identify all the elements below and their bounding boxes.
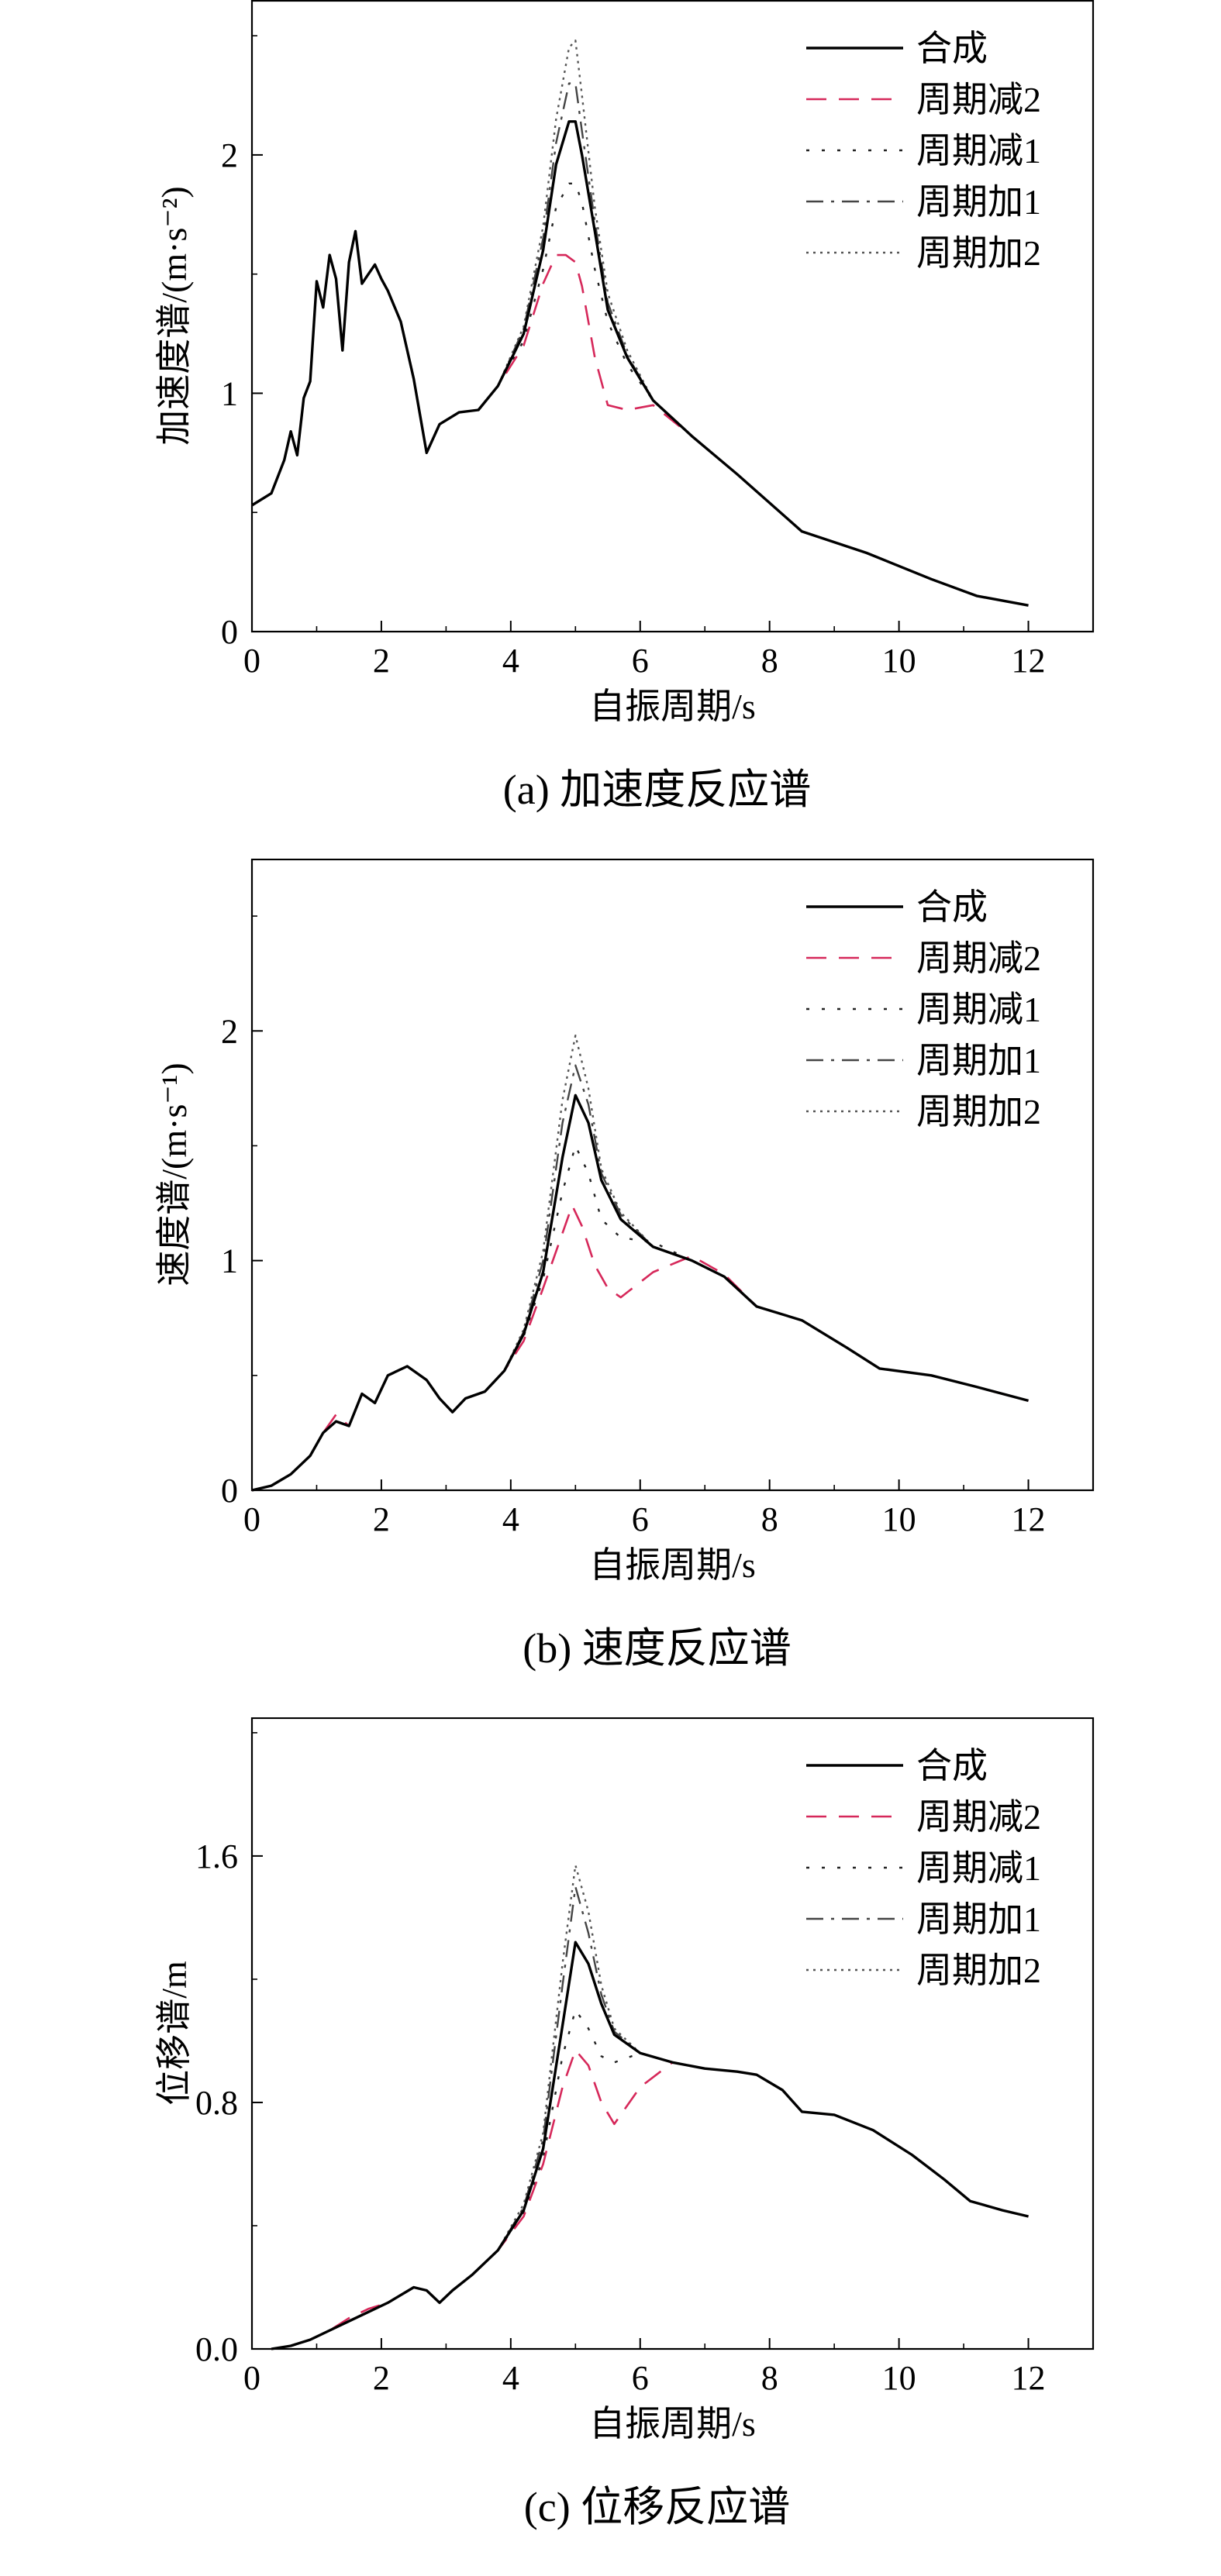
x-axis-label: 自振周期/s <box>589 2404 756 2443</box>
chart-caption: (b) 速度反应谱 <box>523 1625 791 1672</box>
y-tick-label: 1.6 <box>195 1837 238 1875</box>
legend-entry: 合成 <box>916 1746 988 1786</box>
y-axis-label: 速度谱/(m·s⁻¹) <box>154 1062 194 1286</box>
series-line-velocity-1 <box>251 1093 1029 1492</box>
x-tick-label: 12 <box>1012 2359 1046 2397</box>
x-tick-label: 8 <box>761 1500 778 1538</box>
series-line-acceleration-2 <box>251 229 1029 607</box>
x-tick-label: 6 <box>632 1500 649 1538</box>
x-tick-label: 12 <box>1012 1500 1046 1538</box>
chart-panel-acceleration: 0 2 4 6 8 10 12 0 1 2 自振周期/s 加速度谱/(m·s⁻²) (a) 加速度反应谱… <box>0 0 1221 859</box>
legend-entry: 周期减1 <box>916 1848 1041 1888</box>
y-tick-label: 1 <box>221 1242 238 1280</box>
series-line-acceleration-5 <box>251 40 1029 607</box>
x-tick-label: 8 <box>761 642 778 680</box>
legend-entry: 周期加1 <box>916 1899 1041 1939</box>
legend-entry: 周期减1 <box>916 131 1041 170</box>
x-tick-label: 6 <box>632 2359 649 2397</box>
x-axis-label: 自振周期/s <box>589 687 756 726</box>
x-tick-label: 4 <box>502 2359 519 2397</box>
y-tick-label: 2 <box>221 136 238 174</box>
legend-entry: 周期减1 <box>916 990 1041 1029</box>
plot-frame <box>250 1717 1095 2350</box>
series-line-velocity-2 <box>251 1204 1029 1492</box>
legend-entry: 周期减2 <box>916 938 1041 978</box>
x-tick-label: 0 <box>243 642 260 680</box>
legend-entry: 周期加1 <box>916 1041 1041 1080</box>
x-tick-label: 2 <box>373 2359 390 2397</box>
legend-entry: 周期加2 <box>916 1092 1041 1131</box>
displacement-spectrum-chart: 0 2 4 6 8 10 12 0.0 0.8 1.6 自振周期/s 位移谱/m (c) 位移反应谱 合成… <box>154 1717 1095 2530</box>
series-line-velocity-3 <box>251 1145 1029 1492</box>
y-axis-label: 加速度谱/(m·s⁻²) <box>154 186 194 446</box>
y-tick-label: 0 <box>221 613 238 651</box>
x-tick-label: 2 <box>373 1500 390 1538</box>
legend-entry: 合成 <box>916 29 988 68</box>
series-line-acceleration-1 <box>251 120 1029 607</box>
legend-entry: 周期减2 <box>916 1797 1041 1837</box>
plot-frame <box>250 859 1095 1492</box>
x-tick-label: 0 <box>243 2359 260 2397</box>
y-tick-label: 1 <box>221 374 238 412</box>
series-line-displacement-3 <box>271 2009 1029 2350</box>
x-axis-label: 自振周期/s <box>589 1545 756 1585</box>
y-tick-label: 2 <box>221 1012 238 1050</box>
x-tick-label: 10 <box>882 1500 916 1538</box>
x-tick-label: 12 <box>1012 642 1046 680</box>
series-line-velocity-4 <box>251 1064 1029 1492</box>
x-tick-label: 4 <box>502 1500 519 1538</box>
legend-entry: 周期加1 <box>916 182 1041 222</box>
series-line-displacement-4 <box>271 1886 1029 2350</box>
x-tick-label: 8 <box>761 2359 778 2397</box>
chart-caption: (c) 位移反应谱 <box>524 2484 790 2530</box>
series-line-displacement-1 <box>271 1941 1029 2350</box>
legend-entry: 周期加2 <box>916 1951 1041 1990</box>
y-axis-label: 位移谱/m <box>154 1961 194 2106</box>
y-tick-label: 0.8 <box>195 2084 238 2122</box>
x-tick-label: 2 <box>373 642 390 680</box>
legend-entry: 周期减2 <box>916 80 1041 119</box>
x-tick-label: 10 <box>882 2359 916 2397</box>
y-tick-label: 0.0 <box>195 2330 238 2368</box>
series-line-velocity-5 <box>251 1034 1029 1492</box>
legend-entry: 合成 <box>916 887 988 927</box>
x-tick-label: 6 <box>632 642 649 680</box>
x-tick-label: 10 <box>882 642 916 680</box>
plot-frame <box>250 0 1095 633</box>
series-line-acceleration-4 <box>251 82 1029 607</box>
x-tick-label: 4 <box>502 642 519 680</box>
series-line-displacement-5 <box>271 1864 1029 2350</box>
series-line-acceleration-3 <box>251 182 1029 607</box>
chart-panel-velocity: 0 2 4 6 8 10 12 0 1 2 自振周期/s 速度谱/(m·s⁻¹) (b) 速度反应谱 合成… <box>0 859 1221 1717</box>
y-tick-label: 0 <box>221 1472 238 1510</box>
legend-entry: 周期加2 <box>916 233 1041 273</box>
chart-caption: (a) 加速度反应谱 <box>503 766 811 813</box>
x-tick-label: 0 <box>243 1500 260 1538</box>
chart-panel-displacement: 0 2 4 6 8 10 12 0.0 0.8 1.6 自振周期/s 位移谱/m (c) 位移反应谱 合成… <box>0 1717 1221 2576</box>
